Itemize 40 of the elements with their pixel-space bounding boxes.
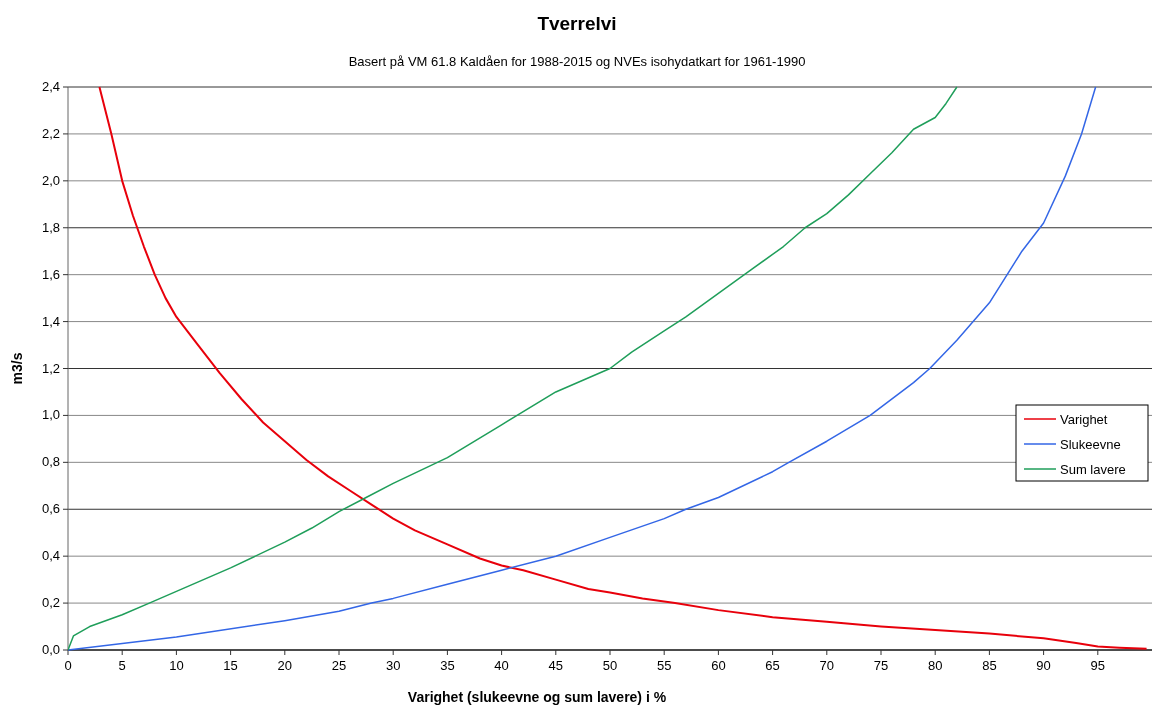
x-tick-label: 55 [656,658,672,673]
x-tick-label: 75 [873,658,889,673]
legend-label: Varighet [1060,412,1108,427]
y-tick-label: 1,8 [41,219,60,235]
y-tick-label: 0,4 [41,548,60,564]
legend-label: Slukeevne [1060,437,1121,452]
x-tick-label: 0 [64,658,72,673]
x-tick-label: 70 [819,658,835,673]
y-tick-label: 1,0 [41,407,60,423]
y-tick-label: 0,2 [41,595,60,611]
x-tick-label: 50 [602,658,618,673]
y-tick-label: 1,4 [41,313,60,329]
y-axis-title: m3/s [9,352,25,385]
y-tick-label: 0,8 [41,454,60,470]
x-tick-label: 20 [277,658,293,673]
chart-title: Tverrelvi [537,13,617,34]
legend-label: Sum lavere [1060,462,1126,477]
y-tick-label: 1,2 [41,360,60,376]
x-tick-label: 90 [1036,658,1051,673]
y-tick-label: 0,6 [41,501,60,517]
x-tick-label: 60 [711,658,726,673]
chart-subtitle: Basert på VM 61.8 Kaldåen for 1988-2015 og NVEs isohydatkart for 1961-1990 [348,54,806,69]
y-tick-label: 2,0 [41,172,60,188]
y-tick-label: 2,4 [41,79,60,94]
x-tick-label: 85 [982,658,997,673]
x-tick-label: 65 [765,658,780,673]
x-tick-label: 30 [385,658,401,673]
x-tick-label: 40 [494,658,509,673]
x-tick-label: 10 [169,658,184,673]
y-tick-label: 1,6 [41,266,60,282]
x-axis-title: Varighet (slukeevne og sum lavere) i % [407,689,667,705]
x-tick-label: 35 [440,658,455,673]
y-tick-label: 0,0 [41,642,60,657]
x-tick-label: 5 [118,658,126,673]
y-tick-label: 2,2 [41,125,60,141]
x-tick-label: 95 [1090,658,1106,673]
x-tick-label: 15 [223,658,238,673]
x-tick-label: 25 [331,658,347,673]
x-tick-label: 80 [927,658,943,673]
x-tick-label: 45 [548,658,564,673]
